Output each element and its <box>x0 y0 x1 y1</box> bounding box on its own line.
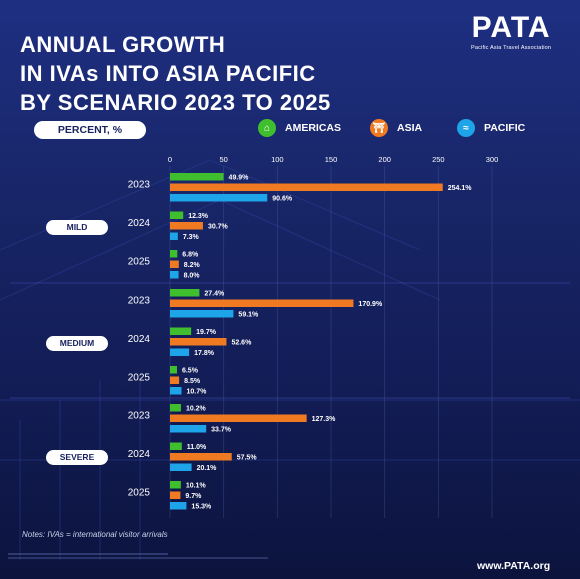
bar-americas <box>170 327 192 335</box>
year-label: 2024 <box>128 449 151 460</box>
bar-asia <box>170 376 180 384</box>
bar-value-label: 10.7% <box>186 389 207 396</box>
year-label: 2024 <box>128 218 151 229</box>
x-tick-label: 50 <box>219 155 227 164</box>
scenario-pill-mild: MILD <box>46 220 108 235</box>
bar-value-label: 17.8% <box>194 350 215 357</box>
scenario-pill-medium: MEDIUM <box>46 336 108 351</box>
bar-americas <box>170 250 178 258</box>
logo-subtitle: Pacific Asia Travel Association <box>471 45 552 51</box>
asia-region-icon: ⛩ <box>370 119 388 137</box>
year-label: 2025 <box>128 373 151 384</box>
bar-value-label: 8.2% <box>184 262 201 269</box>
bar-value-label: 52.6% <box>231 340 252 347</box>
bar-value-label: 10.2% <box>186 406 207 413</box>
bar-value-label: 9.7% <box>185 493 202 500</box>
bar-americas <box>170 211 184 219</box>
x-tick-label: 200 <box>378 155 391 164</box>
bar-value-label: 33.7% <box>211 427 232 434</box>
fineprint-block <box>8 553 288 559</box>
bar-value-label: 8.5% <box>184 378 201 385</box>
bar-americas <box>170 366 177 374</box>
notes-text: Notes: IVAs = international visitor arri… <box>22 530 168 539</box>
bar-asia <box>170 338 227 346</box>
bar-value-label: 11.0% <box>187 444 207 451</box>
year-label: 2025 <box>128 257 151 268</box>
bar-value-label: 8.0% <box>184 273 201 280</box>
bar-pacific <box>170 348 190 356</box>
bar-value-label: 57.5% <box>237 455 258 462</box>
bar-value-label: 6.5% <box>182 368 199 375</box>
bar-asia <box>170 453 232 461</box>
title-line-3: BY SCENARIO 2023 TO 2025 <box>20 90 331 115</box>
bar-value-label: 127.3% <box>312 416 337 423</box>
unit-label-pill: PERCENT, % <box>34 121 146 139</box>
year-label: 2024 <box>128 334 151 345</box>
bar-value-label: 15.3% <box>191 504 212 511</box>
bar-americas <box>170 289 200 297</box>
bar-value-label: 254.1% <box>448 185 473 192</box>
chart-title: ANNUAL GROWTH IN IVAs INTO ASIA PACIFIC … <box>20 30 331 117</box>
legend-item-americas: ⌂ AMERICAS <box>258 119 341 137</box>
bar-pacific <box>170 425 207 433</box>
bar-pacific <box>170 232 178 240</box>
legend-item-pacific: ≈ PACIFIC <box>457 119 525 137</box>
bar-value-label: 90.6% <box>272 196 293 203</box>
bar-americas <box>170 173 224 181</box>
bar-value-label: 6.8% <box>182 252 199 259</box>
bar-americas <box>170 442 182 450</box>
bar-asia <box>170 222 203 230</box>
bar-asia <box>170 183 443 191</box>
bar-value-label: 19.7% <box>196 329 217 336</box>
bar-asia <box>170 260 179 268</box>
bar-asia <box>170 414 307 422</box>
x-tick-label: 300 <box>486 155 499 164</box>
bar-value-label: 170.9% <box>358 301 383 308</box>
bar-pacific <box>170 310 234 318</box>
bar-value-label: 7.3% <box>183 234 200 241</box>
title-line-2: IN IVAs INTO ASIA PACIFIC <box>20 61 316 86</box>
pacific-region-icon: ≈ <box>457 119 475 137</box>
x-tick-label: 100 <box>271 155 284 164</box>
bar-value-label: 20.1% <box>197 465 218 472</box>
bar-asia <box>170 491 181 499</box>
americas-region-icon: ⌂ <box>258 119 276 137</box>
x-tick-label: 0 <box>168 155 172 164</box>
bar-pacific <box>170 194 268 202</box>
year-label: 2025 <box>128 488 151 499</box>
year-label: 2023 <box>128 296 151 307</box>
bar-value-label: 59.1% <box>238 312 259 319</box>
year-label: 2023 <box>128 411 151 422</box>
x-tick-label: 250 <box>432 155 445 164</box>
bar-pacific <box>170 271 179 279</box>
legend-item-asia: ⛩ ASIA <box>370 119 422 137</box>
bar-pacific <box>170 463 192 471</box>
legend-label-asia: ASIA <box>397 122 423 134</box>
year-label: 2023 <box>128 180 151 191</box>
bar-pacific <box>170 387 182 395</box>
bar-value-label: 10.1% <box>186 483 207 490</box>
bar-pacific <box>170 502 187 510</box>
pata-logo: PATA Pacific Asia Travel Association <box>471 11 552 52</box>
legend-label-americas: AMERICAS <box>285 122 342 134</box>
title-line-1: ANNUAL GROWTH <box>20 32 226 57</box>
website-url[interactable]: www.PATA.org <box>477 560 551 572</box>
bar-asia <box>170 299 354 307</box>
bar-americas <box>170 404 181 412</box>
bar-americas <box>170 481 181 489</box>
legend-label-pacific: PACIFIC <box>484 122 526 134</box>
bar-value-label: 49.9% <box>229 175 250 182</box>
bar-value-label: 30.7% <box>208 224 229 231</box>
x-tick-label: 150 <box>325 155 338 164</box>
logo-wordmark: PATA <box>471 11 551 44</box>
bar-value-label: 12.3% <box>188 213 209 220</box>
bar-value-label: 27.4% <box>204 291 225 298</box>
scenario-pill-severe: SEVERE <box>46 450 108 465</box>
